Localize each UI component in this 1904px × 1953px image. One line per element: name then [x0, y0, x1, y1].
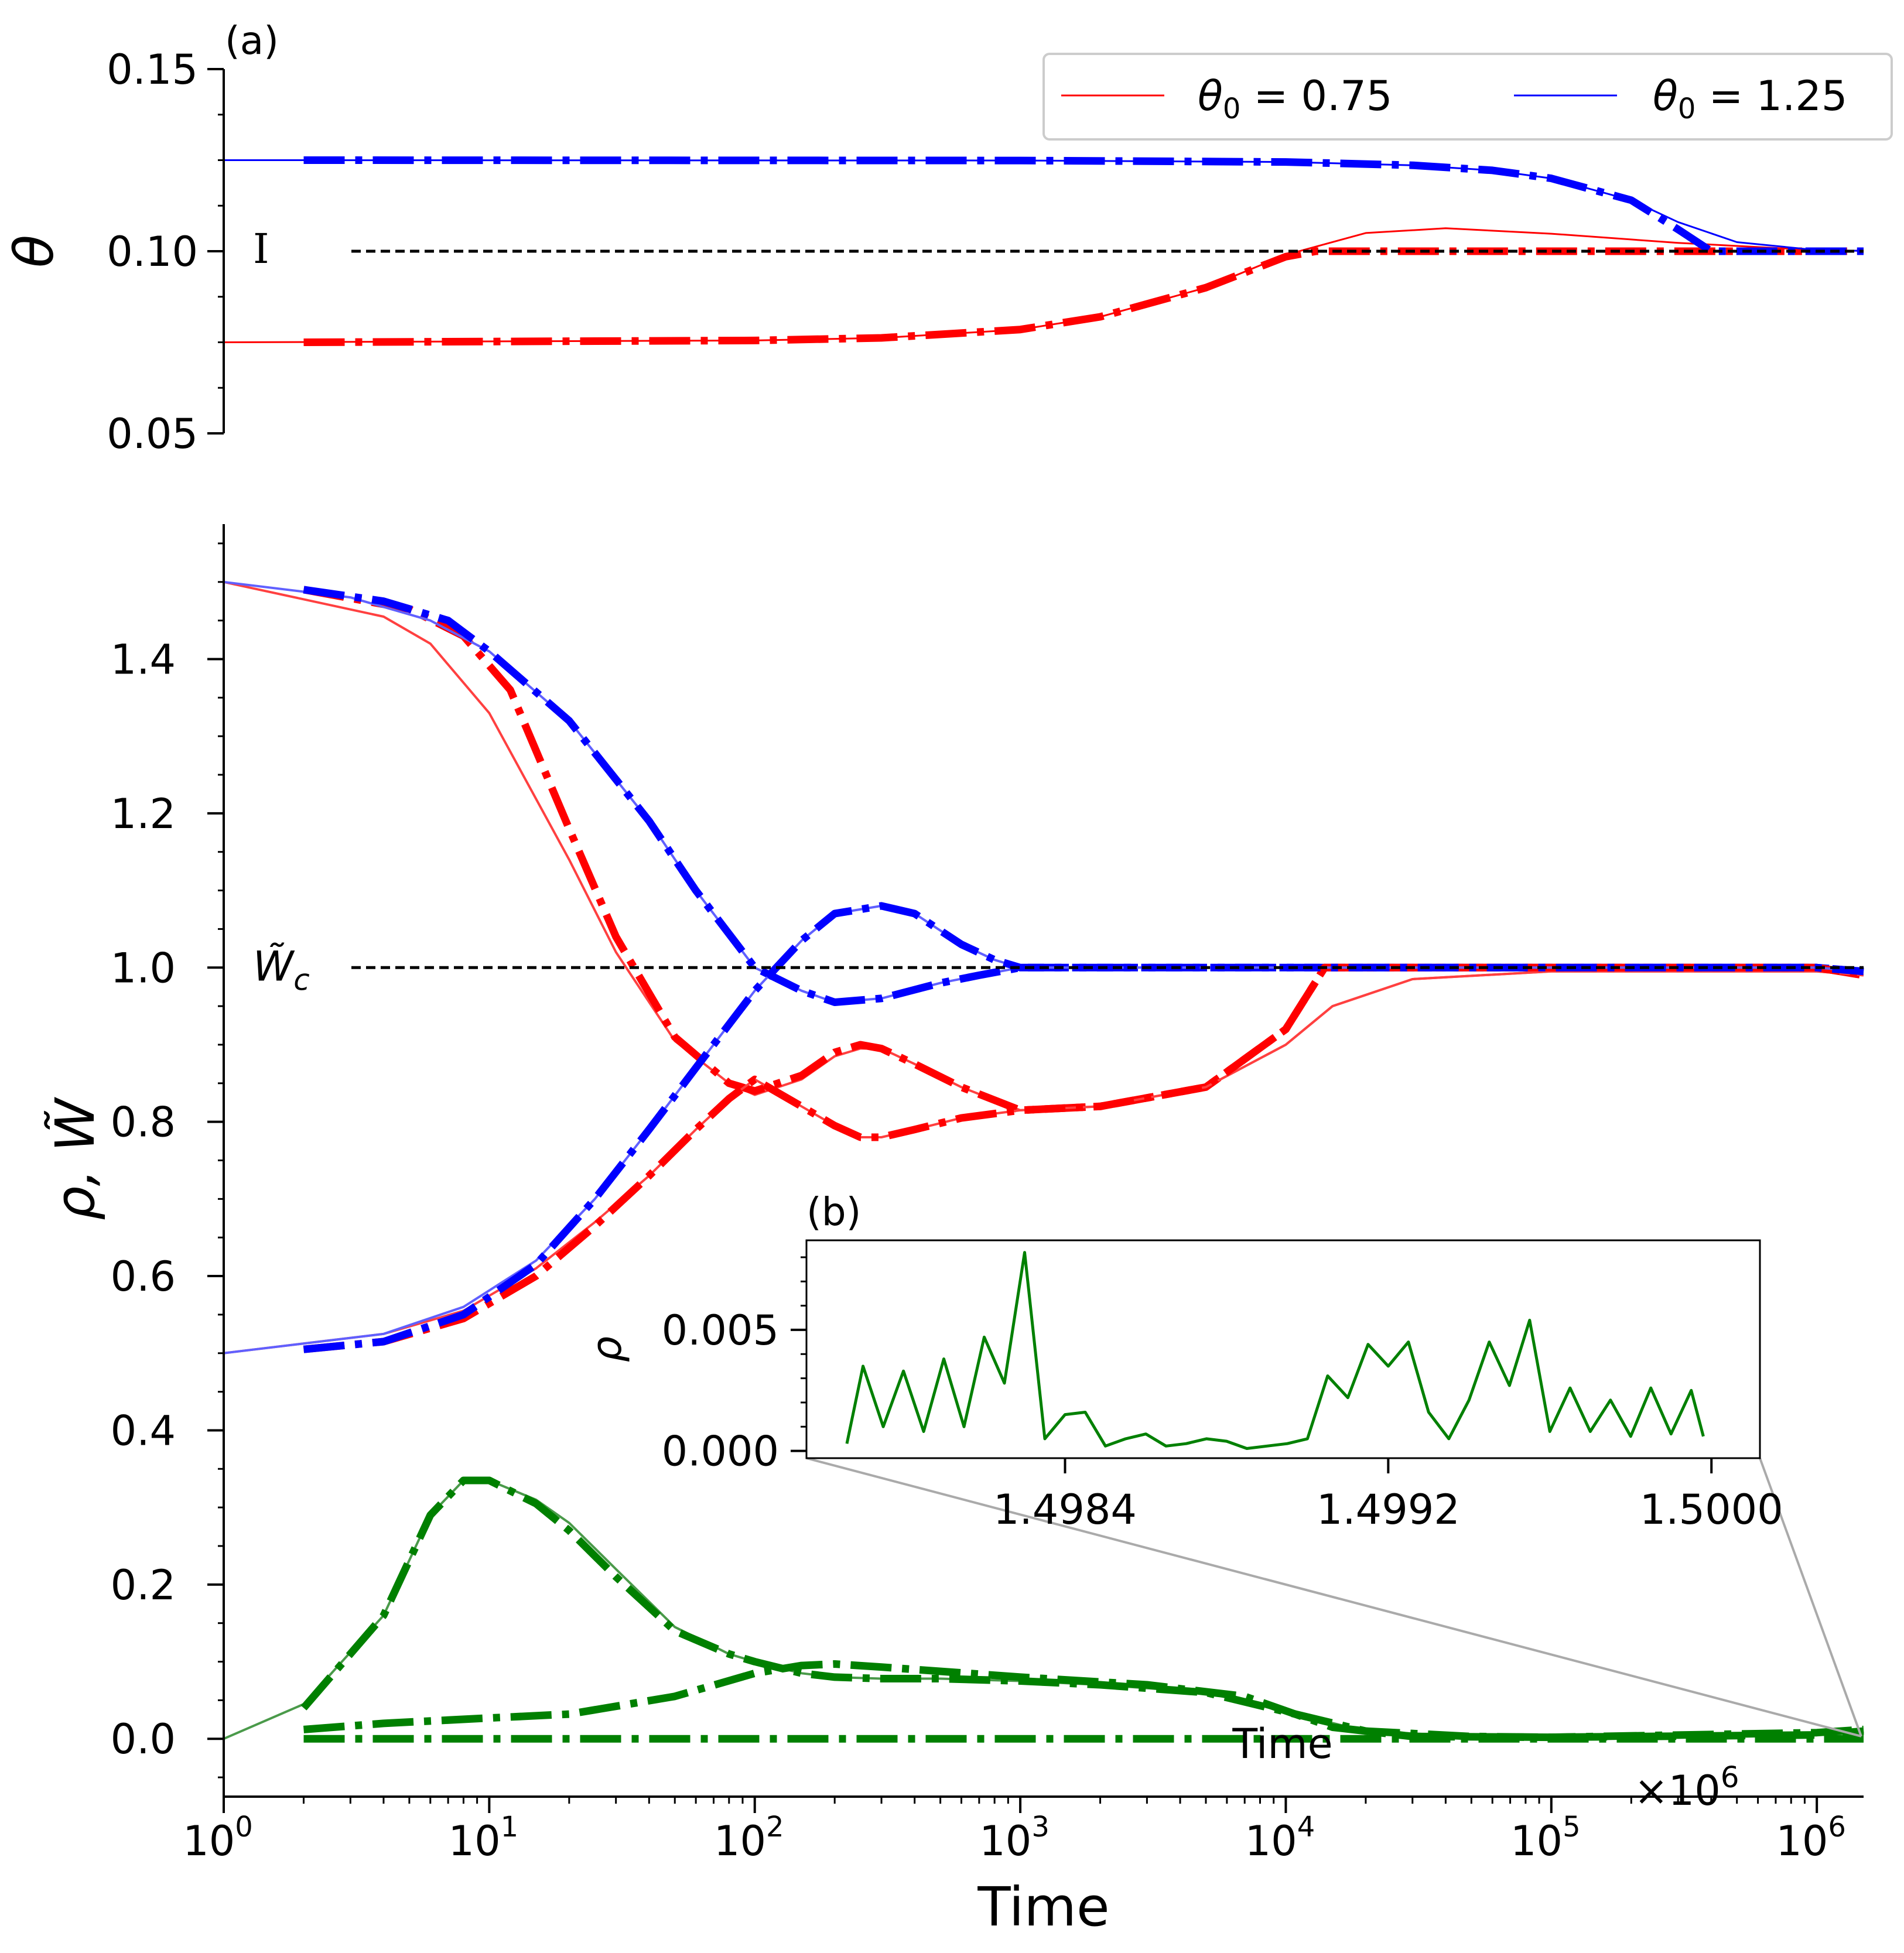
panel-a-tag: (a)	[225, 18, 279, 63]
zoom-connector-left	[806, 1457, 1862, 1737]
inset-frame	[805, 1239, 1761, 1459]
y-tick-label: 0.000	[662, 1428, 779, 1476]
inset-x-ticks: 1.4984 1.4992 1.5000	[993, 1458, 1783, 1534]
y-tick-label: 1.0	[111, 944, 176, 992]
series-line	[223, 159, 1864, 252]
legend-label: θ0 = 1.25	[1653, 72, 1847, 125]
series-line	[223, 904, 1864, 1355]
y-tick-label: 0.6	[111, 1253, 176, 1301]
inset-y-axis-label: ρ	[583, 1336, 631, 1362]
main-y-axis-label: ρ, W̃	[43, 1097, 107, 1220]
legend: θ0 = 0.75 θ0 = 1.25	[1042, 53, 1893, 141]
legend-entry: θ0 = 1.25	[1514, 72, 1847, 125]
inset-x-axis-label: Time	[1232, 1720, 1332, 1768]
y-tick-label: 1.4	[111, 635, 176, 683]
x-tick-label: 1.4992	[1317, 1486, 1460, 1534]
main-panel: W̃c 0.00.20.40.60.81.01.21.4 100 101 102 10…	[43, 524, 1865, 1938]
legend-label: θ0 = 0.75	[1198, 72, 1392, 125]
x-tick-label: 100	[183, 1811, 253, 1865]
series-line	[303, 586, 1864, 1006]
legend-frame	[1042, 53, 1893, 141]
series-line	[303, 247, 1847, 346]
inset-x-offset-label: ×106	[1634, 1760, 1739, 1815]
critical-w-label: W̃c	[253, 942, 310, 997]
inset-y-ticks: 0.000 0.005	[662, 1256, 806, 1476]
series-line	[845, 1251, 1705, 1450]
y-tick-label: 1.2	[111, 790, 176, 838]
inset-background	[806, 1240, 1760, 1458]
y-tick-label: 0.05	[107, 410, 198, 458]
x-tick-label: 106	[1776, 1811, 1846, 1865]
x-tick-label: 102	[714, 1811, 784, 1865]
x-tick-label: 104	[1245, 1811, 1315, 1865]
main-series	[223, 580, 1865, 1743]
legend-entry: θ0 = 0.75	[1061, 72, 1392, 125]
series-line	[223, 580, 1864, 1111]
y-tick-label: 0.0	[111, 1715, 176, 1763]
series-line	[303, 156, 1864, 255]
inset-tag: (b)	[806, 1189, 861, 1234]
main-x-ticks: 100 101 102 103 104 105 106	[183, 1797, 1846, 1865]
series-line	[303, 1660, 1864, 1742]
zoom-connector-right	[1759, 1458, 1862, 1737]
panel-a-y-ticks: 0.05 0.10 0.15	[107, 46, 224, 458]
panel-a-y-axis-label: θ	[3, 235, 66, 268]
inset-series	[845, 1251, 1705, 1450]
x-tick-label: 103	[979, 1811, 1050, 1865]
main-x-axis-label: Time	[977, 1876, 1109, 1938]
main-y-ticks: 0.0 0.2 0.4 0.6 0.8 1.0 1.2 1.4	[111, 542, 224, 1778]
inset-b: 0.000 0.005 1.4984 1.4992 1.5000 (b) ρ Time…	[583, 1189, 1783, 1815]
x-tick-label: 105	[1510, 1811, 1581, 1865]
y-tick-label: 0.10	[107, 228, 198, 276]
x-tick-label: 101	[449, 1811, 519, 1865]
y-tick-label: 0.4	[111, 1407, 176, 1455]
panel-a: I 0.05 0.10 0.15 θ (a) θ0 = 0.75 θ0 = 1.25	[3, 18, 1893, 458]
y-tick-label: 0.005	[662, 1306, 779, 1355]
y-tick-label: 0.2	[111, 1561, 176, 1609]
series-line	[303, 586, 1865, 1114]
x-tick-label: 1.5000	[1640, 1486, 1783, 1534]
y-tick-label: 0.8	[111, 1099, 176, 1147]
panel-a-threshold-label: I	[253, 225, 269, 273]
y-tick-label: 0.15	[107, 46, 198, 94]
series-line	[223, 227, 1864, 343]
x-tick-label: 1.4984	[993, 1486, 1137, 1534]
